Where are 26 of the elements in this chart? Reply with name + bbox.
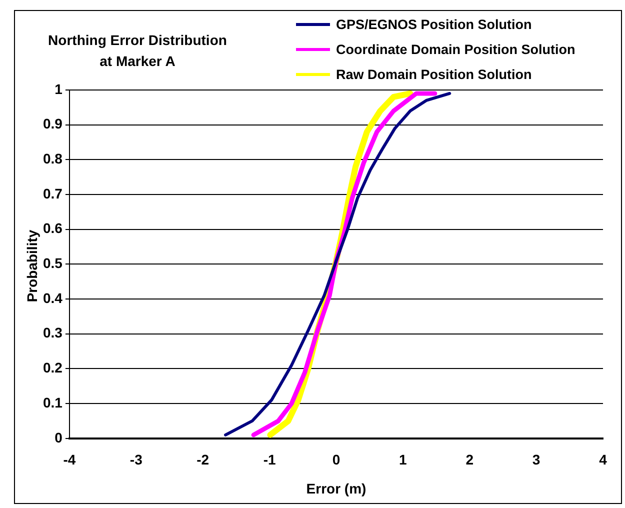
y-tick-label: 0.4: [42, 290, 63, 306]
legend-label: Coordinate Domain Position Solution: [336, 42, 576, 57]
legend-label: GPS/EGNOS Position Solution: [336, 17, 532, 32]
x-tick-label: -1: [263, 452, 276, 468]
x-tick-label: -3: [130, 452, 143, 468]
y-tick-label: 1: [54, 80, 63, 97]
legend-label: Raw Domain Position Solution: [336, 67, 532, 82]
x-tick-label: -2: [196, 452, 210, 468]
y-tick-label: 0.5: [42, 255, 63, 272]
y-tick-label: 0.6: [42, 220, 63, 236]
y-axis-title: Probability: [24, 230, 40, 302]
x-tick-label: 2: [466, 452, 474, 468]
y-tick-label: 0: [54, 429, 63, 446]
y-tick-label: 0.3: [42, 324, 63, 341]
x-tick-label: -4: [63, 452, 76, 468]
x-tick-label: 1: [399, 452, 408, 468]
x-tick-label: 0: [332, 452, 340, 468]
x-tick-label: 3: [532, 452, 540, 468]
y-tick-label: 0.7: [42, 185, 63, 202]
y-tick-label: 0.8: [42, 150, 63, 167]
y-tick-label: 0.9: [42, 116, 63, 132]
chart-title: Northing Error Distribution at Marker A: [47, 31, 228, 71]
y-tick-label: 0.2: [42, 360, 63, 376]
y-tick-label: 0.1: [42, 394, 63, 410]
x-tick-label: 4: [599, 452, 608, 468]
x-axis-title: Error (m): [306, 480, 366, 496]
